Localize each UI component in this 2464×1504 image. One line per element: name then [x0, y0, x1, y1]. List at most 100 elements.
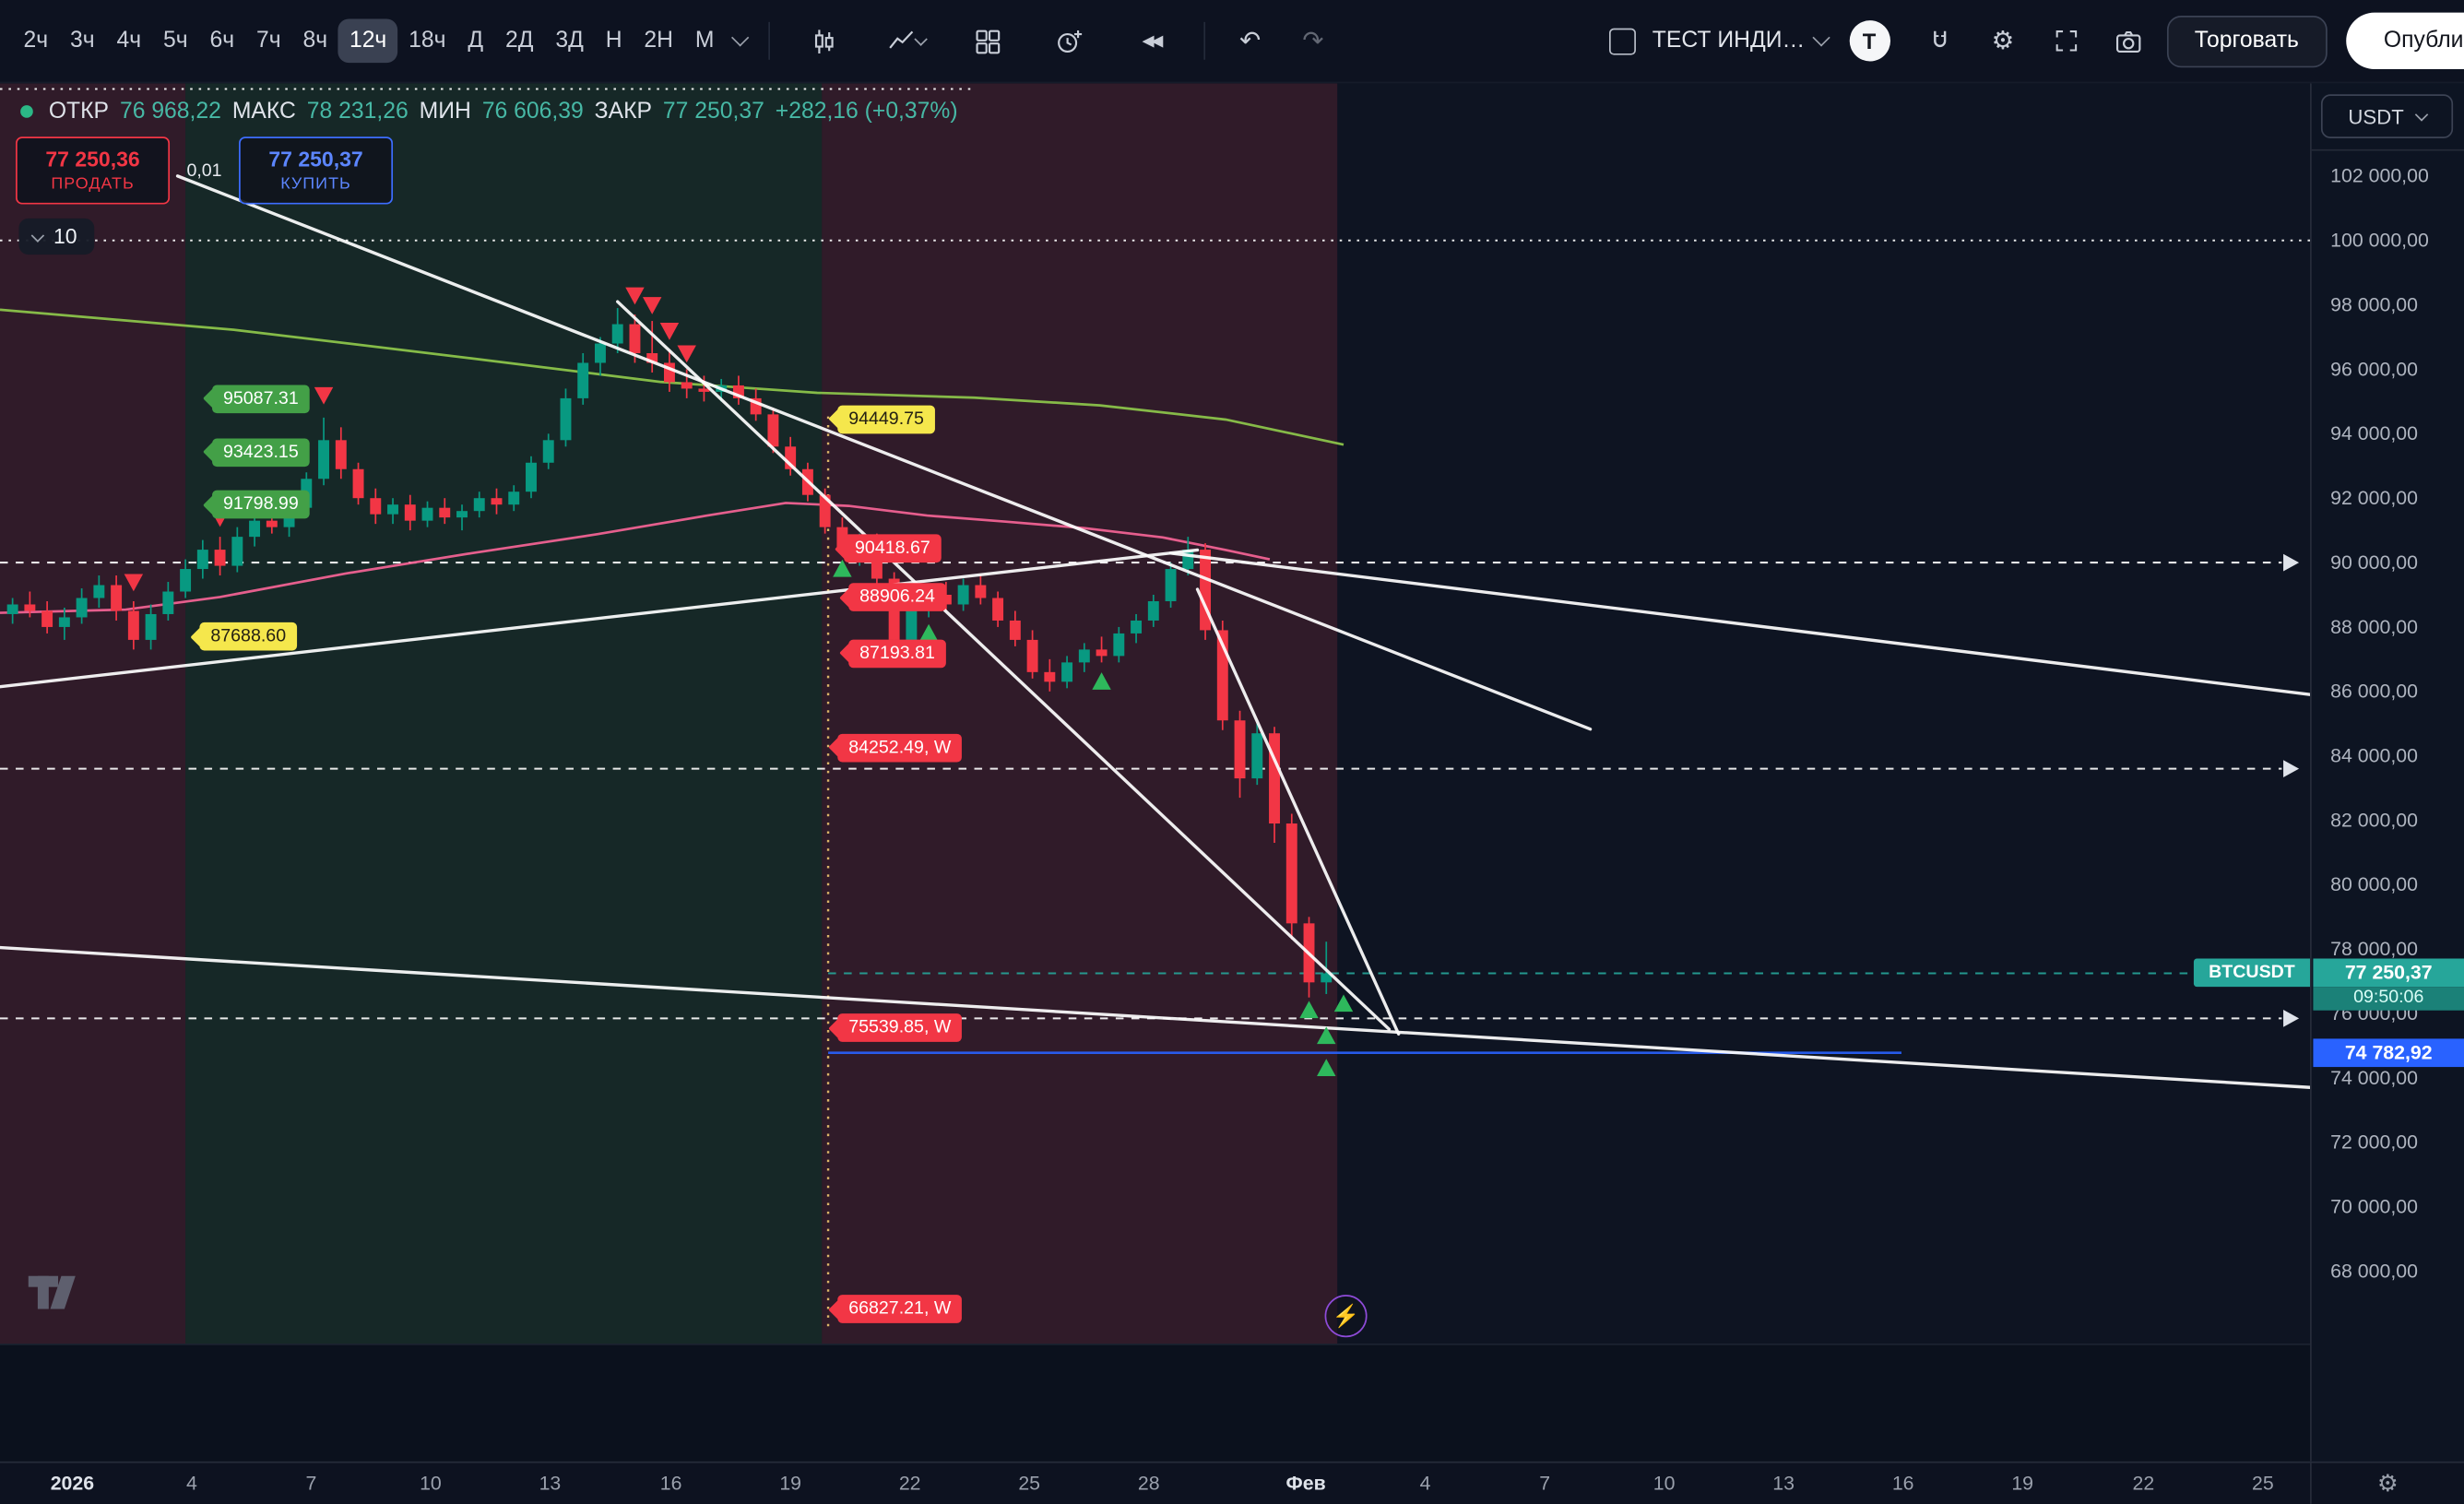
- candlestick-style-button[interactable]: [798, 14, 851, 67]
- tradingview-logo-icon: [28, 1275, 76, 1309]
- candles-layer: [6, 308, 1333, 998]
- buy-marker: [1333, 994, 1354, 1013]
- price-chart-svg[interactable]: [0, 83, 2311, 1461]
- indicator-chevron-down-icon[interactable]: [1811, 29, 1830, 47]
- ma-fast: [0, 502, 1271, 614]
- sell-button[interactable]: 77 250,36 ПРОДАТЬ: [16, 136, 171, 205]
- timeframe-М[interactable]: М: [684, 18, 725, 63]
- chart-area[interactable]: ОТКР 76 968,22 МАКС 78 231,26 МИН 76 606…: [0, 83, 2311, 1461]
- time-axis-label: 19: [779, 1472, 802, 1495]
- time-axis-label: 7: [1539, 1472, 1551, 1495]
- redo-button[interactable]: ↷: [1286, 14, 1340, 67]
- timeframe-2Н[interactable]: 2Н: [633, 18, 683, 63]
- gear-icon: ⚙: [2376, 1471, 2399, 1498]
- timeframe-Д[interactable]: Д: [456, 18, 494, 63]
- axis-settings-corner[interactable]: ⚙: [2310, 1463, 2464, 1504]
- buy-price: 77 250,37: [268, 148, 363, 172]
- order-panel: 77 250,36 ПРОДАТЬ 0,01 77 250,37 КУПИТЬ: [16, 136, 394, 205]
- price-alert-badge[interactable]: 88906.24: [848, 583, 946, 612]
- lot-size-selector[interactable]: 10: [18, 218, 95, 255]
- price-axis-label: 82 000,00: [2330, 809, 2418, 832]
- indicator-name[interactable]: ТЕСТ ИНДИ…: [1652, 28, 1806, 53]
- price-alert-badge[interactable]: 90418.67: [844, 535, 942, 563]
- replay-icon: ◀◀: [1142, 31, 1164, 50]
- buy-marker: [918, 623, 939, 642]
- lightning-button[interactable]: ⚡: [1324, 1295, 1368, 1338]
- legend-change-value: +282,16 (+0,37%): [775, 99, 958, 124]
- timeframe-18ч[interactable]: 18ч: [397, 18, 456, 63]
- price-alert-badge[interactable]: 93423.15: [212, 438, 310, 467]
- time-axis-label: 28: [1137, 1472, 1160, 1495]
- price-axis-label: 86 000,00: [2330, 680, 2418, 703]
- timeframe-3Д[interactable]: 3Д: [544, 18, 594, 63]
- ma-slow: [0, 308, 1345, 446]
- replay-button[interactable]: ◀◀: [1124, 14, 1178, 67]
- time-axis-label: 22: [898, 1472, 921, 1495]
- publish-button[interactable]: Опублик: [2346, 12, 2464, 69]
- magnet-button[interactable]: [1913, 14, 1967, 67]
- trade-button[interactable]: Торговать: [2166, 15, 2328, 67]
- buy-label: КУПИТЬ: [280, 174, 351, 194]
- timeframe-7ч[interactable]: 7ч: [245, 18, 291, 63]
- price-alert-badge[interactable]: 91798.99: [212, 490, 310, 519]
- price-alert-badge[interactable]: 84252.49, W: [837, 733, 963, 763]
- currency-label: USDT: [2348, 104, 2404, 128]
- price-axis-label: 102 000,00: [2330, 164, 2429, 187]
- time-axis-label: 22: [2132, 1472, 2155, 1495]
- price-axis-label: 96 000,00: [2330, 358, 2418, 381]
- timeframe-12ч[interactable]: 12ч: [338, 18, 398, 64]
- price-axis-label: 84 000,00: [2330, 744, 2418, 767]
- timeframe-chevron-down-icon[interactable]: [731, 29, 751, 47]
- timeframe-Н[interactable]: Н: [595, 18, 634, 63]
- candles-icon: [814, 29, 834, 53]
- time-axis-label: 7: [305, 1472, 317, 1495]
- lot-size-value: 10: [53, 224, 77, 249]
- timeframe-2Д[interactable]: 2Д: [494, 18, 544, 63]
- indicator-checkbox-icon[interactable]: [1609, 27, 1637, 54]
- price-alert-badge[interactable]: 95087.31: [212, 384, 310, 413]
- time-axis-label: 4: [1419, 1472, 1431, 1495]
- timeframe-4ч[interactable]: 4ч: [106, 18, 152, 63]
- sell-label: ПРОДАТЬ: [51, 174, 135, 194]
- time-axis[interactable]: 2026 4 7 10 13 16 19 22 25 28 Фев 4 7 10 13 16 19 22 25 ⚙: [0, 1461, 2464, 1504]
- camera-icon: [2116, 30, 2141, 53]
- series-color-dot: [20, 105, 33, 118]
- buy-button[interactable]: 77 250,37 КУПИТЬ: [239, 136, 394, 205]
- trade-markers-layer: [124, 287, 1354, 1077]
- price-alert-badge[interactable]: 87193.81: [848, 638, 946, 668]
- fullscreen-icon: [2055, 30, 2077, 52]
- timeframe-8ч[interactable]: 8ч: [292, 18, 338, 63]
- price-alert-badge[interactable]: 87688.60: [199, 622, 298, 652]
- top-toolbar: 2ч 3ч 4ч 5ч 6ч 7ч 8ч 12ч 18ч Д 2Д 3Д Н 2Н М: [0, 0, 2464, 84]
- undo-button[interactable]: ↶: [1224, 14, 1277, 67]
- price-axis-label: 78 000,00: [2330, 938, 2418, 961]
- indicators-button[interactable]: [879, 14, 932, 67]
- user-avatar[interactable]: Т: [1848, 20, 1890, 62]
- timeframe-3ч[interactable]: 3ч: [59, 18, 105, 63]
- price-axis-label: 70 000,00: [2330, 1195, 2418, 1218]
- price-axis[interactable]: USDT 102 000,00 100 000,00 98 000,00 96 000…: [2310, 83, 2464, 1462]
- price-alert-badge[interactable]: 94449.75: [837, 405, 935, 433]
- price-alert-badge[interactable]: 75539.85, W: [837, 1013, 963, 1043]
- timeframe-6ч[interactable]: 6ч: [199, 18, 245, 63]
- legend-high-value: 78 231,26: [306, 99, 409, 124]
- time-axis-label: 25: [2252, 1472, 2274, 1495]
- timeframe-2ч[interactable]: 2ч: [13, 18, 59, 63]
- background-zones-layer: [0, 83, 1338, 1344]
- settings-button[interactable]: ⚙: [1976, 14, 2030, 67]
- price-axis-label: 100 000,00: [2330, 229, 2429, 252]
- bar-countdown: 09:50:06: [2313, 987, 2464, 1012]
- chevron-down-icon: [30, 228, 45, 242]
- price-alert-badge[interactable]: 66827.21, W: [837, 1295, 963, 1323]
- layout-grid-button[interactable]: [961, 14, 1014, 67]
- price-axis-label: 72 000,00: [2330, 1131, 2418, 1154]
- legend-open-value: 76 968,22: [119, 99, 221, 124]
- alarm-clock-plus-icon: [1058, 30, 1083, 53]
- currency-selector[interactable]: USDT: [2320, 94, 2454, 138]
- screenshot-button[interactable]: [2102, 14, 2155, 67]
- tradingview-logo[interactable]: [28, 1270, 85, 1325]
- alert-plus-button[interactable]: [1043, 14, 1096, 67]
- fullscreen-button[interactable]: [2039, 14, 2092, 67]
- timeframe-5ч[interactable]: 5ч: [152, 18, 198, 63]
